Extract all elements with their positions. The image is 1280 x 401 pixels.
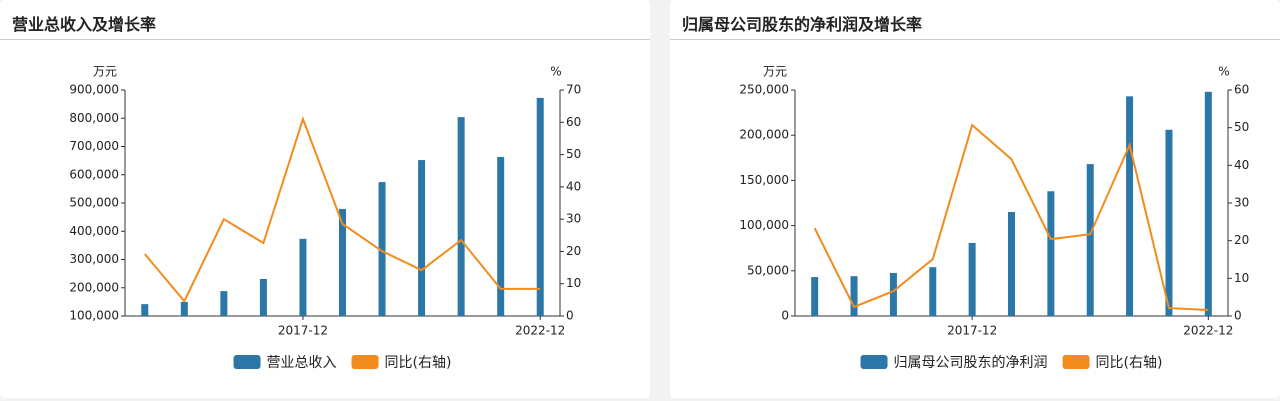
y2-tick-label: 40	[566, 179, 581, 193]
y-tick-label: 500,000	[69, 196, 119, 210]
y2-axis-label: %	[1218, 65, 1229, 79]
y-tick-label: 600,000	[69, 167, 119, 181]
y2-tick-label: 10	[1234, 271, 1249, 285]
y-axis-label: 万元	[763, 65, 787, 79]
y-tick-label: 200,000	[69, 280, 119, 294]
bar	[1086, 164, 1094, 316]
bar	[180, 301, 188, 316]
line	[813, 123, 1209, 311]
y-tick-label: 700,000	[69, 139, 119, 153]
bar	[850, 276, 858, 316]
y-axis-label: 万元	[93, 65, 117, 79]
legend-swatch	[351, 355, 379, 369]
bar	[418, 160, 426, 316]
panel: 归属母公司股东的净利润及增长率 万元% 0 50,000 100,000 150,000…	[670, 0, 1280, 398]
bar	[889, 272, 897, 316]
bar	[1008, 212, 1015, 316]
x-tick-label: 2022-12	[1183, 324, 1233, 338]
legend-swatch	[233, 355, 261, 369]
bar	[929, 267, 937, 316]
y2-tick-label: 10	[566, 276, 581, 290]
bar	[1165, 129, 1173, 316]
y-tick-label: 250,000	[739, 83, 789, 97]
bar	[1126, 96, 1134, 316]
y-tick-label: 900,000	[69, 83, 119, 97]
bar	[811, 277, 819, 316]
y-tick-label: 50,000	[747, 263, 789, 277]
y-tick-label: 800,000	[69, 111, 119, 125]
bar	[968, 242, 976, 316]
legend-swatch	[860, 355, 888, 369]
bar	[536, 97, 544, 316]
bar	[141, 304, 149, 316]
legend-label: 营业总收入	[267, 355, 337, 371]
bar	[220, 291, 228, 316]
y2-tick-label: 40	[1234, 158, 1249, 172]
panel-title: 营业总收入及增长率	[0, 0, 650, 40]
legend-label: 归属母公司股东的净利润	[894, 354, 1048, 371]
y-tick-label: 100,000	[69, 309, 119, 323]
y2-tick-label: 30	[566, 212, 581, 226]
y2-tick-label: 0	[1234, 309, 1242, 323]
y2-tick-label: 60	[1234, 83, 1249, 97]
y2-tick-label: 0	[566, 309, 574, 323]
y2-tick-label: 70	[566, 83, 581, 97]
bar	[457, 117, 465, 317]
y-tick-label: 150,000	[739, 173, 789, 187]
y-tick-label: 100,000	[739, 218, 789, 232]
line	[144, 116, 541, 303]
y-tick-label: 300,000	[69, 252, 119, 266]
bar	[339, 208, 346, 316]
bar	[1204, 91, 1212, 316]
y2-tick-label: 60	[566, 115, 581, 129]
bar	[497, 156, 505, 316]
chart: 万元 % 0 50,000 100,000 150,000 200,000 250,000 0 1…	[739, 65, 1249, 372]
bar	[378, 182, 386, 316]
y-tick-label: 0	[781, 309, 789, 323]
legend-label: 同比(右轴)	[1096, 355, 1163, 371]
y2-axis-label: %	[550, 65, 561, 79]
x-tick-label: 2017-12	[278, 324, 328, 338]
chart: 万元 % 100,000 200,000 300,000 400,000 500,000 60…	[69, 65, 581, 372]
y2-tick-label: 50	[1234, 120, 1249, 134]
bar	[299, 238, 307, 316]
panel-title: 归属母公司股东的净利润及增长率	[670, 0, 1280, 40]
y2-tick-label: 50	[566, 147, 581, 161]
y-tick-label: 200,000	[739, 128, 789, 142]
x-tick-label: 2022-12	[515, 324, 565, 338]
y2-tick-label: 20	[1234, 233, 1249, 247]
legend-label: 同比(右轴)	[385, 355, 452, 371]
legend-swatch	[1062, 355, 1090, 369]
panel: 营业总收入及增长率 万元% 100,000 200,000 300,000 400,00…	[0, 0, 650, 398]
y2-tick-label: 30	[1234, 196, 1249, 210]
bar	[259, 278, 267, 316]
y2-tick-label: 20	[566, 244, 581, 258]
y-tick-label: 400,000	[69, 224, 119, 238]
x-tick-label: 2017-12	[947, 324, 997, 338]
bar	[1047, 191, 1055, 316]
